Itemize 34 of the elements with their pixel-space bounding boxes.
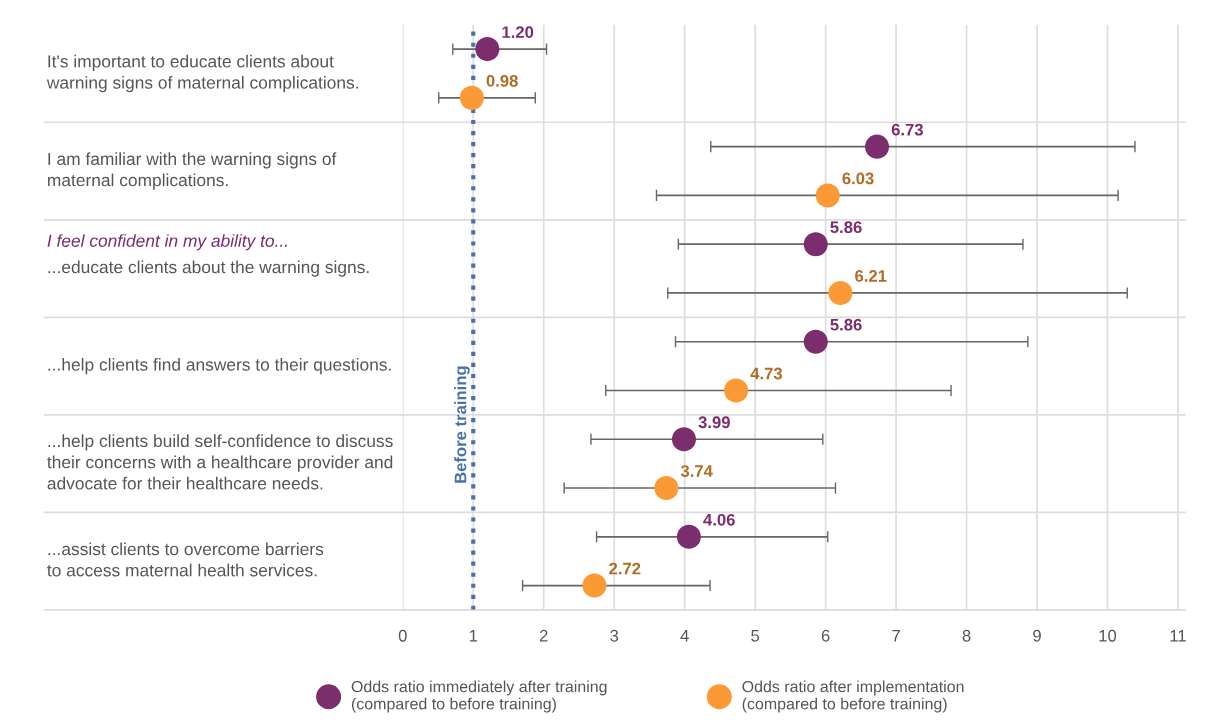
data-label: 5.86: [830, 221, 862, 234]
x-tick-label: 7: [892, 630, 900, 642]
data-label: 4.06: [703, 513, 735, 526]
x-tick-label: 9: [1033, 629, 1041, 642]
x-tick-label: 10: [1099, 629, 1117, 642]
data-label: 4.73: [750, 367, 783, 380]
x-tick-label: 3: [610, 629, 619, 642]
data-label: 3.99: [698, 416, 730, 429]
ref-line-label: Before training: [454, 366, 470, 483]
y-tick-label: ...assist clients to overcome barriers to access maternal health services.: [47, 542, 324, 577]
x-tick-label: 8: [962, 629, 971, 642]
data-label: 6.21: [855, 270, 887, 282]
data-label: 6.73: [891, 123, 923, 136]
y-tick-label: It's important to educate clients about warning signs of maternal complications.: [46, 54, 358, 93]
x-tick-label: 2: [539, 629, 548, 642]
y-tick-label: ...educate clients about the warning signs.: [48, 260, 369, 277]
data-label: 2.72: [609, 562, 641, 575]
x-tick-label: 11: [1170, 630, 1186, 642]
legend-label: Odds ratio after implementation (compared to before training): [742, 680, 964, 713]
x-tick-label: 0: [398, 629, 407, 642]
x-tick-label: 1: [469, 630, 478, 642]
data-label: 6.03: [842, 172, 874, 185]
data-label: 0.98: [486, 74, 518, 87]
y-tick-label: ...help clients find answers to their questions.: [48, 358, 391, 375]
x-tick-label: 4: [680, 630, 689, 642]
text: I feel confident in my ability to...: [47, 234, 287, 251]
data-label: 1.20: [502, 26, 534, 39]
x-tick-label: 5: [751, 630, 760, 642]
y-tick-label: ...help clients build self-confidence to discuss their concerns with a healthcare provider and advocate for their healthcare needs.: [47, 434, 393, 490]
legend-label: Odds ratio immediately after training (compared to before training): [351, 680, 607, 713]
y-tick-label: I am familiar with the warning signs of maternal complications.: [48, 152, 337, 190]
data-label: 5.86: [830, 318, 862, 331]
x-tick-label: 6: [821, 629, 830, 642]
data-label: 3.74: [680, 465, 713, 477]
